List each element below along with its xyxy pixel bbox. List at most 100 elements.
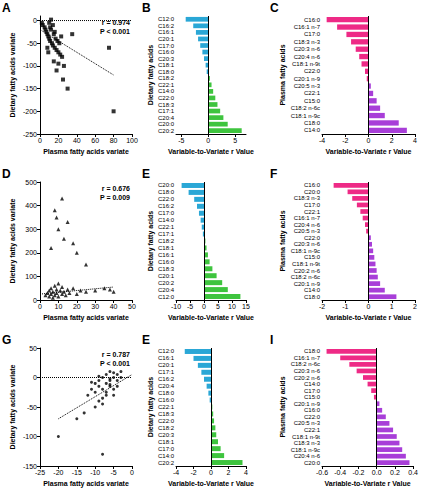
- svg-text:-50: -50: [27, 404, 37, 411]
- svg-text:C22:0: C22:0: [304, 235, 321, 241]
- svg-text:C22:0: C22:0: [304, 68, 321, 74]
- svg-text:C18:1 n-9t: C18:1 n-9t: [292, 261, 320, 267]
- svg-text:Plasma fatty acids variate: Plasma fatty acids variate: [43, 480, 129, 488]
- svg-text:G: G: [2, 333, 11, 347]
- svg-text:C18:0: C18:0: [158, 189, 175, 195]
- svg-text:4: 4: [413, 137, 417, 144]
- svg-text:C20:4 n-6: C20:4 n-6: [294, 222, 321, 228]
- svg-text:C20:4 n-6: C20:4 n-6: [294, 54, 321, 60]
- svg-text:C17:0: C17:0: [304, 31, 321, 37]
- svg-text:Dietary fatty acids variate: Dietary fatty acids variate: [9, 32, 17, 117]
- svg-text:D: D: [2, 167, 11, 181]
- svg-text:0: 0: [33, 17, 37, 24]
- svg-text:P < 0.001: P < 0.001: [100, 28, 130, 35]
- svg-text:C18:3: C18:3: [158, 102, 175, 108]
- svg-text:Dietary fatty acids: Dietary fatty acids: [147, 377, 155, 437]
- svg-text:C22:1: C22:1: [158, 82, 175, 88]
- svg-text:C18:2 n-6c: C18:2 n-6c: [291, 105, 320, 111]
- svg-text:C18:1 n-9c: C18:1 n-9c: [291, 113, 320, 119]
- svg-text:C16:1: C16:1: [158, 29, 175, 35]
- svg-text:2: 2: [413, 303, 417, 310]
- svg-text:10: 10: [228, 303, 236, 310]
- svg-text:I: I: [270, 333, 273, 347]
- svg-text:C16:0: C16:0: [304, 17, 321, 23]
- svg-text:-100: -100: [23, 62, 37, 69]
- svg-text:50: 50: [128, 303, 136, 310]
- svg-text:-15: -15: [72, 469, 82, 476]
- svg-text:Dietary fatty acids variate: Dietary fatty acids variate: [9, 198, 17, 283]
- svg-text:-2: -2: [190, 469, 196, 476]
- svg-text:C20:2 n-6: C20:2 n-6: [294, 268, 321, 274]
- svg-text:-20: -20: [53, 469, 63, 476]
- svg-text:C17:0: C17:0: [158, 210, 175, 216]
- svg-text:C18:0: C18:0: [158, 390, 175, 396]
- svg-text:C16:2: C16:2: [158, 376, 175, 382]
- svg-text:C18:2: C18:2: [158, 425, 175, 431]
- svg-text:C22:1: C22:1: [158, 224, 175, 230]
- svg-text:C18:2 n-6c: C18:2 n-6c: [291, 274, 320, 280]
- svg-text:Variable-to-Variate r Value: Variable-to-Variate r Value: [326, 314, 412, 321]
- svg-text:80: 80: [110, 137, 118, 144]
- svg-text:C15:0: C15:0: [304, 254, 321, 260]
- svg-text:C20:1 n-9: C20:1 n-9: [294, 401, 321, 407]
- svg-text:-5: -5: [187, 303, 193, 310]
- svg-text:30: 30: [91, 303, 99, 310]
- svg-text:C22:0: C22:0: [304, 414, 321, 420]
- svg-text:C16:1: C16:1: [158, 355, 175, 361]
- svg-text:-200: -200: [23, 108, 37, 115]
- svg-text:C17:0: C17:0: [158, 446, 175, 452]
- svg-text:C14:0: C14:0: [158, 453, 175, 459]
- svg-text:4: 4: [244, 469, 248, 476]
- svg-text:-4: -4: [173, 469, 179, 476]
- svg-text:C17:1: C17:1: [158, 369, 175, 375]
- svg-text:-250: -250: [23, 131, 37, 138]
- svg-text:C14:0: C14:0: [304, 287, 321, 293]
- svg-text:C22:0: C22:0: [158, 196, 175, 202]
- svg-text:Variable-to-Variate r Value: Variable-to-Variate r Value: [325, 480, 411, 487]
- svg-text:C18:3: C18:3: [158, 266, 175, 272]
- svg-text:C20:0: C20:0: [304, 189, 321, 195]
- svg-text:C20:1 n-9: C20:1 n-9: [294, 76, 321, 82]
- svg-text:0: 0: [33, 297, 37, 304]
- svg-text:5: 5: [216, 303, 220, 310]
- svg-text:500: 500: [25, 179, 37, 186]
- svg-text:C20:5 n-3: C20:5 n-3: [294, 228, 321, 234]
- svg-text:r = 0.787: r = 0.787: [102, 351, 130, 358]
- svg-text:C17:0: C17:0: [304, 388, 321, 394]
- svg-text:C22:1: C22:1: [304, 427, 321, 433]
- svg-text:C18:3: C18:3: [158, 411, 175, 417]
- svg-text:C12:0: C12:0: [158, 294, 175, 300]
- svg-text:-5: -5: [178, 137, 184, 144]
- svg-text:2: 2: [227, 469, 231, 476]
- svg-text:-0.6: -0.6: [316, 469, 328, 476]
- svg-text:0: 0: [38, 303, 42, 310]
- svg-text:C18:0: C18:0: [158, 69, 175, 75]
- svg-text:-2: -2: [319, 303, 325, 310]
- svg-text:5: 5: [233, 137, 237, 144]
- svg-text:C18:0: C18:0: [304, 294, 321, 300]
- svg-text:Variable-to-Variate r Value: Variable-to-Variate r Value: [168, 148, 254, 155]
- svg-text:40: 40: [73, 137, 81, 144]
- svg-text:Plasma fatty acids: Plasma fatty acids: [279, 376, 287, 437]
- svg-text:C16:0: C16:0: [304, 407, 321, 413]
- svg-text:C22:1: C22:1: [158, 404, 175, 410]
- svg-text:C18:2: C18:2: [158, 75, 175, 81]
- svg-text:C16:1 n-7: C16:1 n-7: [294, 215, 321, 221]
- svg-text:0: 0: [38, 137, 42, 144]
- svg-text:C16:1 n-7: C16:1 n-7: [294, 355, 321, 361]
- svg-text:C20:1: C20:1: [158, 362, 175, 368]
- svg-text:C16:0: C16:0: [304, 182, 321, 188]
- svg-text:Plasma fatty acids variate: Plasma fatty acids variate: [43, 314, 129, 322]
- svg-text:-150: -150: [23, 85, 37, 92]
- svg-text:200: 200: [25, 249, 37, 256]
- svg-text:P = 0.009: P = 0.009: [100, 194, 130, 201]
- svg-text:C18:3 n-3: C18:3 n-3: [294, 39, 321, 45]
- svg-text:B: B: [142, 1, 151, 15]
- svg-text:C20:0: C20:0: [158, 121, 175, 127]
- svg-text:C22:1: C22:1: [304, 90, 321, 96]
- svg-text:-0.4: -0.4: [334, 469, 346, 476]
- svg-text:C18:0: C18:0: [304, 120, 321, 126]
- svg-text:C20:3 n-6: C20:3 n-6: [294, 368, 321, 374]
- svg-text:C18:1: C18:1: [158, 62, 175, 68]
- svg-text:-100: -100: [23, 433, 37, 440]
